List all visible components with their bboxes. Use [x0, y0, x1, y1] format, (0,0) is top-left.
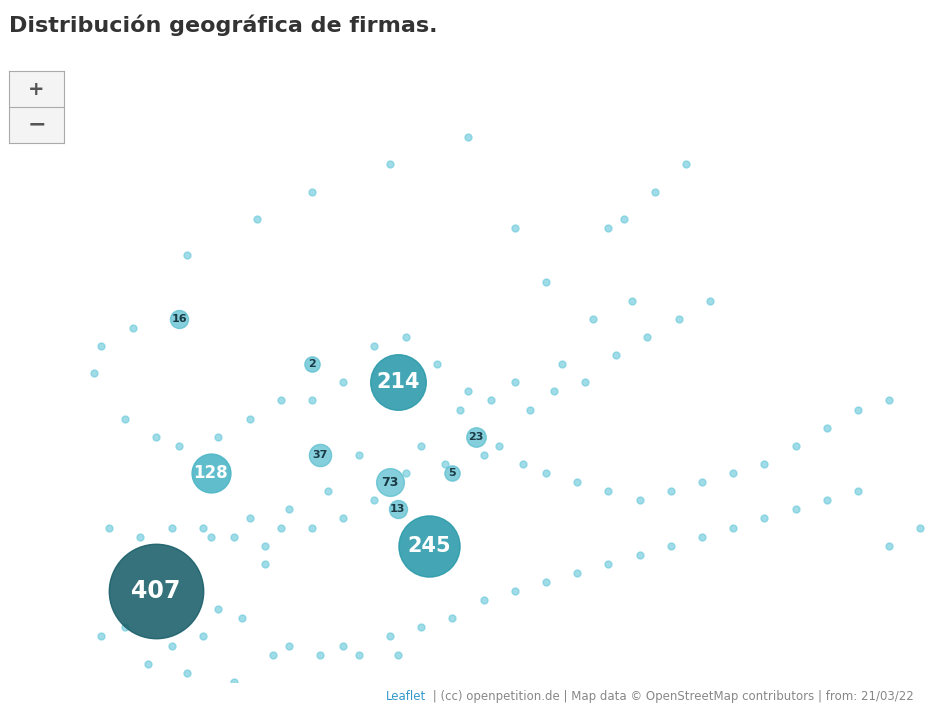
Text: 5: 5	[448, 468, 456, 478]
Text: −: −	[27, 115, 46, 135]
Text: Distribución geográfica de firmas.: Distribución geográfica de firmas.	[9, 15, 438, 36]
Text: 16: 16	[171, 313, 187, 323]
Text: | (cc) openpetition.de | Map data © OpenStreetMap contributors | from: 21/03/22: | (cc) openpetition.de | Map data © Open…	[429, 690, 914, 703]
Text: +: +	[28, 80, 45, 99]
Text: Leaflet: Leaflet	[386, 690, 426, 703]
Text: 214: 214	[376, 372, 419, 392]
Text: 37: 37	[312, 450, 328, 460]
Text: 23: 23	[468, 432, 484, 442]
Text: 407: 407	[131, 579, 181, 603]
Text: 2: 2	[308, 359, 315, 369]
Text: 128: 128	[194, 464, 227, 482]
Text: 73: 73	[381, 476, 399, 488]
Text: 13: 13	[390, 504, 405, 514]
Text: 245: 245	[407, 536, 451, 555]
